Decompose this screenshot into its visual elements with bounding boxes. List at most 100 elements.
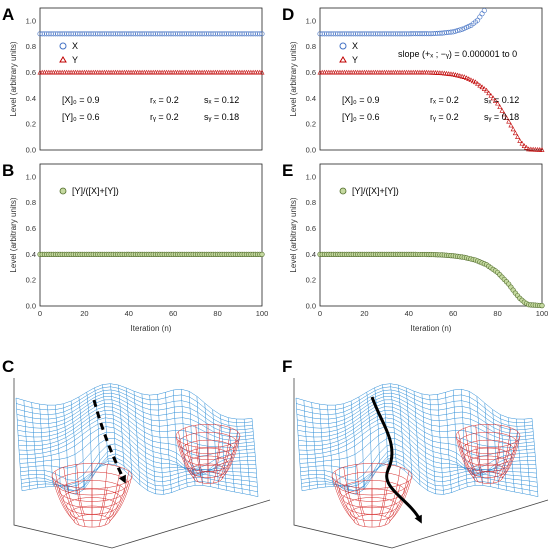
x-tick-label: 20 [80,309,88,318]
well-meridian [213,425,221,473]
data-point-x [259,31,265,37]
chart-d: 0.0 0.2 0.4 0.6 0.8 1.0 Level (arbitrary unit… [289,7,545,155]
mesh-line [173,389,180,490]
annotation-sy: sᵧ = 0.18 [484,112,519,122]
well-meridian [54,471,76,519]
landscape-f [293,378,549,549]
parameter-annotations: [X]₀ = 0.9 rₓ = 0.2 sₓ = 0.12 [Y]₀ = 0.6… [342,95,519,122]
well-meridian [221,440,238,480]
mesh-line [297,396,534,434]
mesh-line [350,400,358,495]
data-point-y [441,70,447,76]
mesh-line [118,384,125,471]
mesh-line [468,391,476,486]
legend-label-ratio: [Y]/([X]+[Y]) [72,186,119,196]
mesh-line [70,400,78,495]
landscape-axes [293,378,549,549]
panel-letter-b: B [2,161,14,180]
legend-marker-x [339,42,347,50]
well-meridian [213,446,221,483]
y-tick-label: 1.0 [306,16,316,25]
mesh-line [15,383,253,420]
slope-annotation: slope (+ₓ ; −ᵧ) = 0.000001 to 0 [398,49,517,59]
well-meridian [497,444,511,482]
data-point-x [450,29,456,35]
mesh-line [110,383,117,466]
mesh-line [500,414,507,491]
well-meridian [388,471,410,519]
data-point-y [506,118,512,124]
well-meridian [104,467,121,517]
data-point-ratio [259,251,265,257]
mesh-line [149,395,156,494]
plot-frame [319,7,543,151]
legend-label-y: Y [352,55,358,65]
mesh-line [133,391,141,485]
mesh-line [21,463,259,497]
legend-label-x: X [352,41,358,51]
mesh-line [319,404,326,488]
well-meridian [178,431,195,476]
data-point-y [466,76,472,82]
data-point-y [499,107,505,113]
mesh-line [165,392,172,493]
data-point-y [512,130,518,136]
annotation-sx: sₓ = 0.12 [484,95,519,105]
data-point-y [495,100,501,106]
chart-a: 0.0 0.2 0.4 0.6 0.8 1.0 Level (arbitrary unit… [9,7,265,155]
well-meridian [475,446,483,483]
well-meridian [51,475,75,521]
mesh-line [335,405,342,487]
well-meridian [501,440,518,480]
y-tick-label: 1.0 [26,16,36,25]
well-meridian [465,427,478,474]
annotation-x0: [X]₀ = 0.9 [342,95,380,105]
well-meridian [465,444,479,482]
well-meridian [63,484,80,526]
data-point-y [503,115,509,120]
data-point-x [479,11,485,17]
x-axis-title: Iteration (n) [411,324,452,333]
data-point-x [257,31,263,37]
mesh-line [327,405,334,487]
legend-marker-ratio [59,187,67,195]
blue-mesh-surface [15,383,259,497]
mesh-line [516,418,523,494]
mesh-line [421,393,429,491]
data-point-y [448,71,454,77]
y-tick-label: 0.8 [306,198,316,207]
well-meridian [334,480,356,524]
mesh-line [301,463,539,497]
y-tick-label: 0.8 [306,42,316,51]
y-tick-label: 0.0 [306,302,316,311]
mesh-line [94,387,101,467]
data-point-x [455,28,461,34]
panel-letter-d: D [282,5,294,24]
data-point-x [457,27,463,33]
data-point-y [510,126,516,132]
mesh-line [476,396,484,486]
annotation-y0: [Y]₀ = 0.6 [342,112,380,122]
panel-letter-c: C [2,357,14,376]
data-point-y [492,98,498,103]
data-points [37,251,265,257]
landscape-c [13,378,271,549]
well-meridian [63,467,80,517]
y-tick-label: 0.6 [26,224,36,233]
y-tick-label: 0.2 [26,120,36,129]
mesh-line [382,384,389,464]
x-tick-label: 20 [360,309,368,318]
well-meridian [221,431,238,476]
mesh-line [102,384,109,464]
data-point-x [481,8,487,14]
y-axis-title: Level (arbitrary units) [9,197,18,272]
well-meridian [331,475,355,521]
well-meridian [218,427,231,474]
data-point-y [446,71,452,76]
legend: [Y]/([X]+[Y]) [339,186,399,196]
mesh-line [31,402,38,489]
data-point-y [457,73,463,78]
well-meridian [343,484,360,526]
data-points [317,8,545,152]
